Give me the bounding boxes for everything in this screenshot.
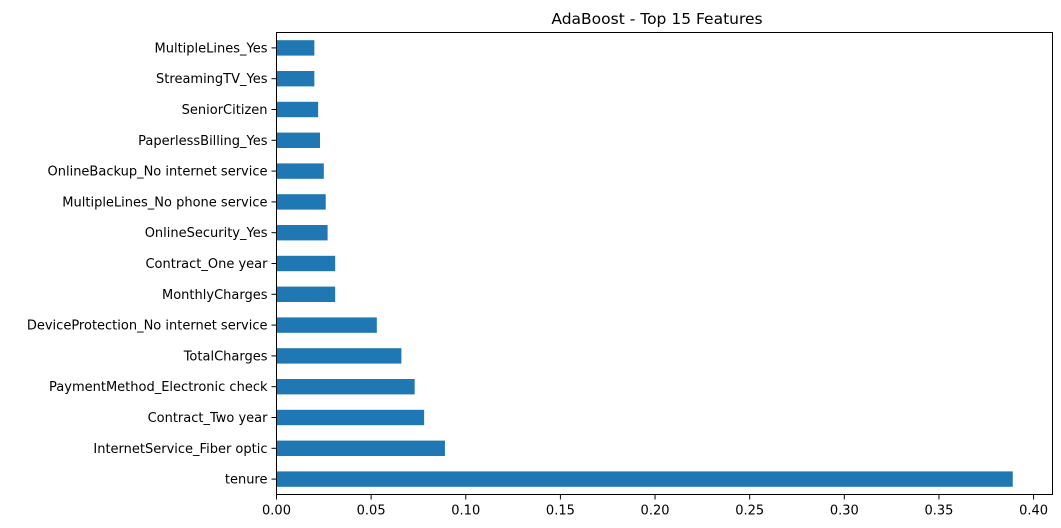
bar xyxy=(276,286,336,302)
y-tick-label: PaymentMethod_Electronic check xyxy=(49,380,268,395)
bar xyxy=(276,163,324,179)
x-tick-label: 0.20 xyxy=(641,504,670,519)
y-tick-label: DeviceProtection_No internet service xyxy=(27,319,268,334)
x-axis-ticks: 0.00 0.05 0.10 0.15 0.20 0.25 0.30 0.35 0.40 xyxy=(262,494,1048,519)
bar xyxy=(276,71,315,87)
x-tick-label: 0.00 xyxy=(262,504,291,519)
plot-frame xyxy=(276,32,1053,495)
y-tick-label: PaperlessBilling_Yes xyxy=(138,134,268,149)
y-tick-label: OnlineBackup_No internet service xyxy=(48,165,268,180)
y-tick-label: Contract_One year xyxy=(145,257,268,272)
y-tick-label: tenure xyxy=(225,473,268,488)
y-tick-label: MultipleLines_No phone service xyxy=(62,195,267,210)
x-tick-label: 0.30 xyxy=(830,504,859,519)
x-tick-label: 0.05 xyxy=(357,504,386,519)
x-tick-label: 0.15 xyxy=(546,504,575,519)
bar xyxy=(276,348,402,364)
bar xyxy=(276,194,326,210)
bars-group xyxy=(276,40,1013,487)
bar xyxy=(276,40,315,56)
y-tick-label: StreamingTV_Yes xyxy=(156,72,268,87)
bar xyxy=(276,440,445,456)
x-tick-label: 0.40 xyxy=(1019,504,1048,519)
y-tick-label: TotalCharges xyxy=(183,349,268,364)
y-tick-label: OnlineSecurity_Yes xyxy=(145,226,268,241)
bar xyxy=(276,409,425,426)
x-tick-label: 0.25 xyxy=(735,504,764,519)
y-axis-ticks: MultipleLines_Yes StreamingTV_Yes SeniorCi… xyxy=(27,41,277,488)
x-tick-label: 0.35 xyxy=(924,504,953,519)
bar xyxy=(276,379,415,395)
chart-title: AdaBoost - Top 15 Features xyxy=(551,10,762,28)
bar xyxy=(276,255,336,272)
bar xyxy=(276,225,328,241)
bar xyxy=(276,101,319,118)
y-tick-label: MultipleLines_Yes xyxy=(155,41,268,56)
bar xyxy=(276,471,1013,487)
bar xyxy=(276,132,321,148)
bar xyxy=(276,317,377,333)
y-tick-label: Contract_Two year xyxy=(148,411,269,426)
x-tick-label: 0.10 xyxy=(451,504,480,519)
y-tick-label: MonthlyCharges xyxy=(162,288,268,303)
y-tick-label: SeniorCitizen xyxy=(182,103,268,118)
y-tick-label: InternetService_Fiber optic xyxy=(93,442,267,457)
